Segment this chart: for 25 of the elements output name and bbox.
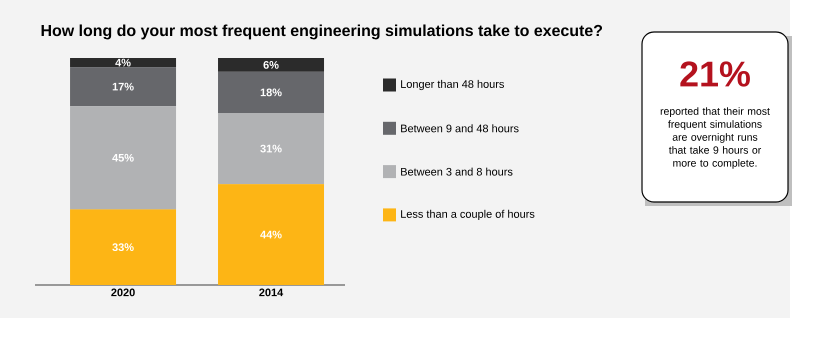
bar: [70, 67, 176, 106]
chart-title: How long do your most frequent engineering simulations take to execute?: [42, 24, 602, 40]
x-tick-label: 2020: [111, 288, 135, 296]
bar: [218, 58, 324, 72]
bar: [70, 106, 176, 210]
data-label: 44%: [260, 230, 282, 238]
data-label: 4%: [115, 58, 131, 66]
text: 21%: [680, 61, 750, 87]
legend-label: Less than a couple of hours: [401, 210, 534, 220]
bar: [218, 184, 324, 285]
data-label: 45%: [112, 154, 134, 162]
bar: [70, 209, 176, 285]
legend-label: Between 3 and 8 hours: [401, 168, 512, 176]
x-tick-label: 2014: [259, 288, 284, 296]
data-label: 18%: [260, 88, 282, 96]
data-label: 17%: [112, 82, 134, 91]
text: reported that their most frequent simulations are overnight runs that take 9 hours or more to complete.: [660, 107, 770, 169]
bar: [218, 113, 324, 184]
bar: [218, 72, 324, 114]
bar: [70, 58, 176, 68]
legend-label: Between 9 and 48 hours: [401, 124, 519, 132]
legend-label: Longer than 48 hours: [401, 80, 504, 90]
data-label: 33%: [112, 243, 134, 252]
data-label: 6%: [264, 61, 279, 69]
data-label: 31%: [260, 144, 282, 152]
